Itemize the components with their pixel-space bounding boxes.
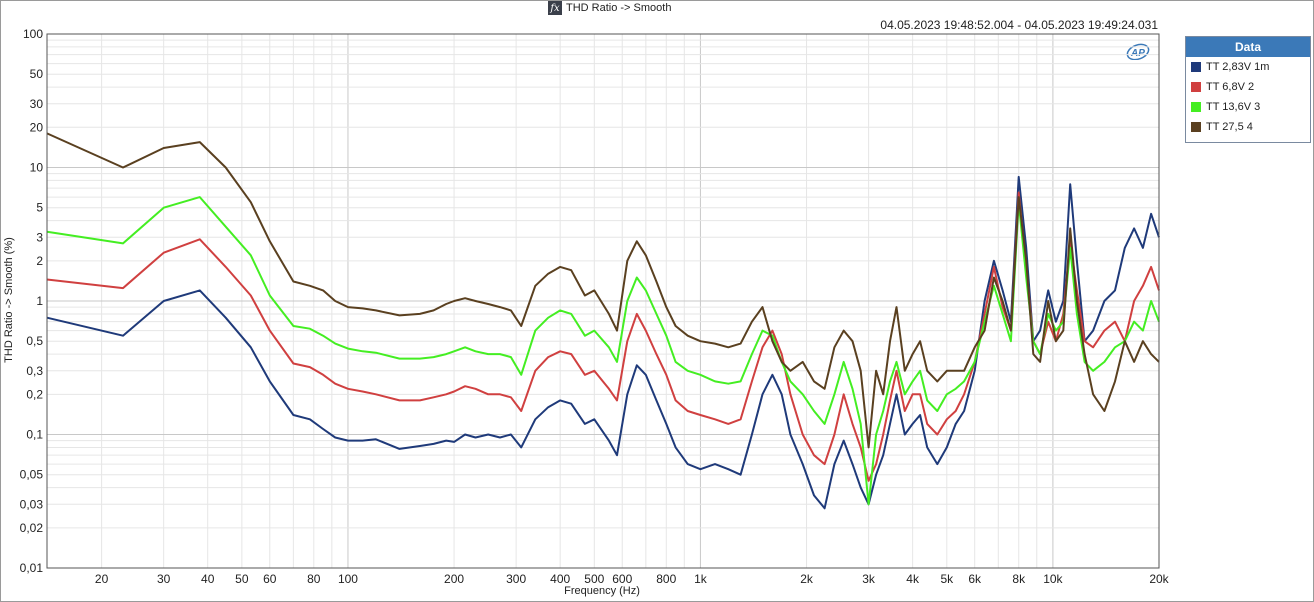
y-tick-label: 3 <box>36 230 43 244</box>
legend-item-3[interactable]: TT 13,6V 3 <box>1186 97 1310 117</box>
series-line-2 <box>46 191 1160 482</box>
x-tick-label: 40 <box>201 572 215 586</box>
legend-swatch-3 <box>1191 102 1201 112</box>
x-tick-label: 6k <box>968 572 982 586</box>
x-tick-label: 10k <box>1043 572 1063 586</box>
chart-title: THD Ratio -> Smooth <box>566 2 672 14</box>
ap-logo: AP <box>1126 43 1150 60</box>
y-tick-label: 5 <box>36 201 43 215</box>
legend-item-2[interactable]: TT 6,8V 2 <box>1186 77 1310 97</box>
y-tick-label: 0,03 <box>20 497 44 511</box>
x-axis-ticks: 20 30 40 50 60 80 100 200 300 400 500 600 800 1k 2k 3k 4… <box>95 572 1170 586</box>
legend-label-2: TT 6,8V 2 <box>1206 81 1255 93</box>
legend-label-1: TT 2,83V 1m <box>1206 61 1270 73</box>
title-bar: fx THD Ratio -> Smooth <box>548 0 671 16</box>
y-tick-label: 0,2 <box>26 387 43 401</box>
x-tick-label: 50 <box>235 572 249 586</box>
x-axis-label: Frequency (Hz) <box>564 585 640 597</box>
x-tick-label: 100 <box>338 572 358 586</box>
measurement-timestamp: 04.05.2023 19:48:52.004 - 04.05.2023 19:… <box>880 18 1158 32</box>
x-tick-label: 80 <box>307 572 321 586</box>
x-tick-label: 3k <box>862 572 876 586</box>
legend-label-3: TT 13,6V 3 <box>1206 101 1261 113</box>
grid <box>47 34 1160 569</box>
series-layer <box>46 132 1160 510</box>
y-tick-label: 1 <box>36 294 43 308</box>
x-tick-label: 60 <box>263 572 277 586</box>
y-tick-label: 0,05 <box>20 468 44 482</box>
ap-logo-text: AP <box>1130 48 1145 59</box>
y-axis-ticks: 100 50 30 20 10 5 3 2 1 0,5 0,3 0,2 0,1 0,05 0,03 0,02 0… <box>20 27 44 575</box>
y-tick-label: 30 <box>30 97 44 111</box>
x-tick-label: 2k <box>800 572 814 586</box>
x-tick-label: 800 <box>656 572 676 586</box>
x-tick-label: 8k <box>1012 572 1026 586</box>
legend[interactable]: Data TT 2,83V 1m TT 6,8V 2 TT 13,6V 3 TT… <box>1185 36 1311 143</box>
x-tick-label: 200 <box>444 572 464 586</box>
y-tick-label: 0,01 <box>20 561 44 575</box>
legend-item-4[interactable]: TT 27,5 4 <box>1186 117 1310 137</box>
y-tick-label: 0,1 <box>26 428 43 442</box>
x-tick-label: 4k <box>906 572 920 586</box>
legend-header: Data <box>1186 37 1310 57</box>
x-tick-label: 20 <box>95 572 109 586</box>
x-tick-label: 20k <box>1149 572 1169 586</box>
x-tick-label: 600 <box>612 572 632 586</box>
y-tick-label: 100 <box>23 27 43 41</box>
y-axis-label: THD Ratio -> Smooth (%) <box>3 237 15 363</box>
legend-swatch-1 <box>1191 62 1201 72</box>
legend-swatch-2 <box>1191 82 1201 92</box>
y-tick-label: 0,5 <box>26 334 43 348</box>
legend-item-1[interactable]: TT 2,83V 1m <box>1186 57 1310 77</box>
plot-border <box>46 33 1160 569</box>
y-tick-label: 10 <box>30 161 44 175</box>
legend-label-4: TT 27,5 4 <box>1206 121 1253 133</box>
series-line-1 <box>46 175 1160 510</box>
x-tick-label: 300 <box>506 572 526 586</box>
x-tick-label: 30 <box>157 572 171 586</box>
y-tick-label: 50 <box>30 67 44 81</box>
series-line-3 <box>46 196 1160 506</box>
y-tick-label: 0,3 <box>26 364 43 378</box>
function-icon: fx <box>548 1 562 15</box>
x-tick-label: 500 <box>584 572 604 586</box>
y-tick-label: 20 <box>30 120 44 134</box>
series-line-4 <box>46 132 1160 449</box>
x-tick-label: 1k <box>694 572 708 586</box>
x-tick-label: 400 <box>550 572 570 586</box>
x-tick-label: 5k <box>940 572 954 586</box>
y-tick-label: 2 <box>36 254 43 268</box>
y-tick-label: 0,02 <box>20 521 44 535</box>
legend-swatch-4 <box>1191 122 1201 132</box>
